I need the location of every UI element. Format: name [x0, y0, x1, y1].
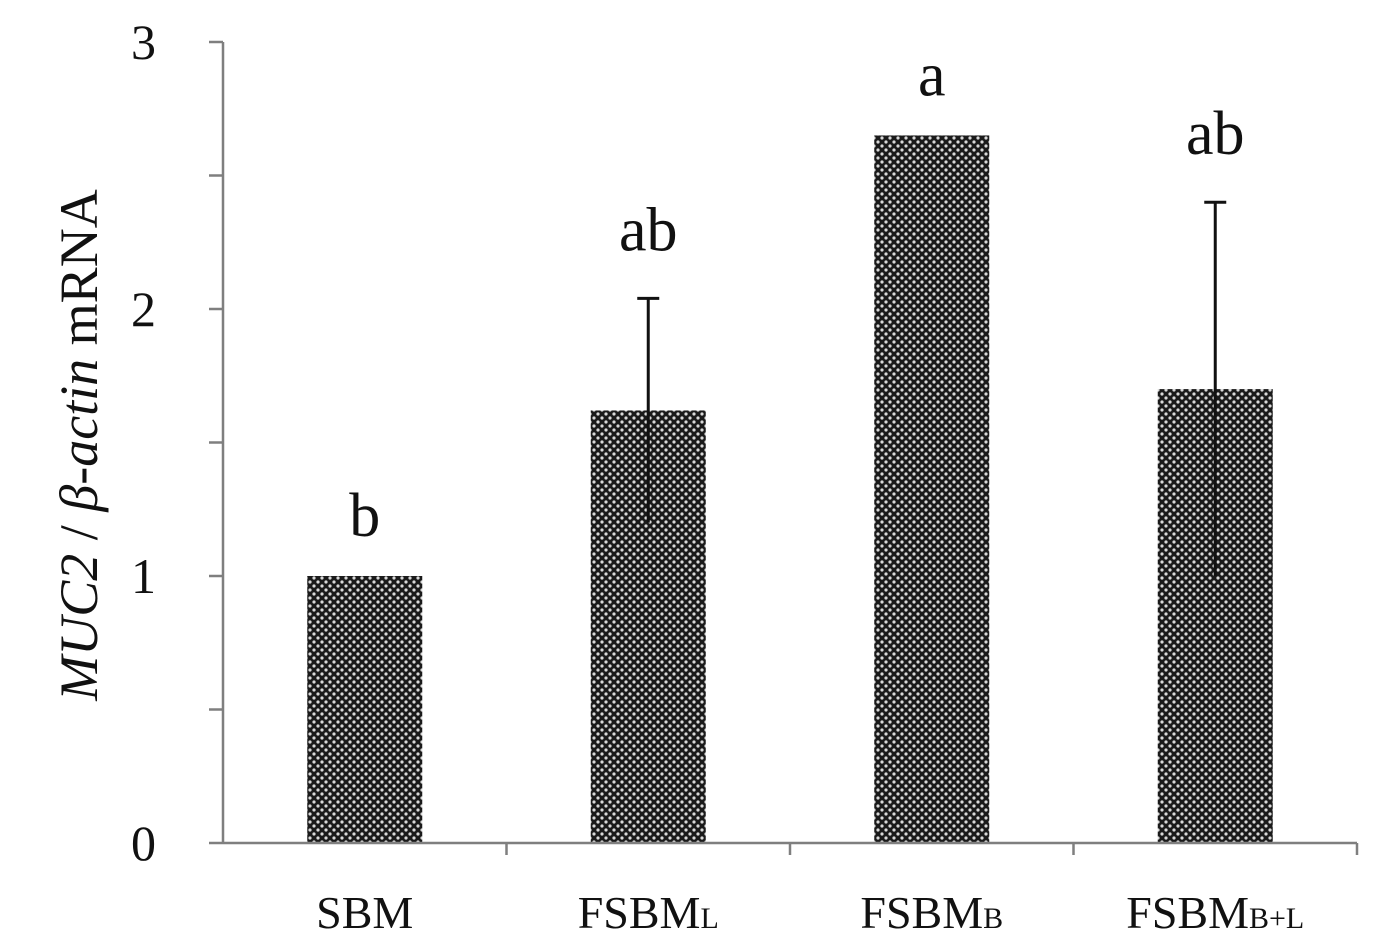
bar: [307, 576, 423, 843]
y-axis: 0 1 2 3: [131, 14, 1359, 871]
y-axis-label: MUC2 / β-actin mRNA: [49, 189, 109, 701]
significance-label: a: [918, 41, 946, 109]
significance-label: b: [349, 482, 380, 550]
category-label: SBM: [316, 887, 413, 938]
y-tick-label: 3: [131, 14, 156, 70]
bar: [874, 135, 990, 843]
x-axis-labels: SBM FSBML FSBMB FSBMB+L: [316, 887, 1304, 938]
significance-label: ab: [619, 196, 678, 264]
significance-label: ab: [1186, 100, 1245, 168]
category-label: FSBML: [578, 887, 719, 938]
significance-labels: b ab a ab: [349, 41, 1244, 550]
y-tick-label: 1: [131, 548, 156, 604]
y-tick-label: 0: [131, 815, 156, 871]
y-tick-label: 2: [131, 281, 156, 337]
error-bars: [637, 200, 1227, 576]
category-label: FSBMB: [860, 887, 1003, 938]
bars: [307, 135, 1273, 843]
category-label: FSBMB+L: [1126, 887, 1304, 938]
